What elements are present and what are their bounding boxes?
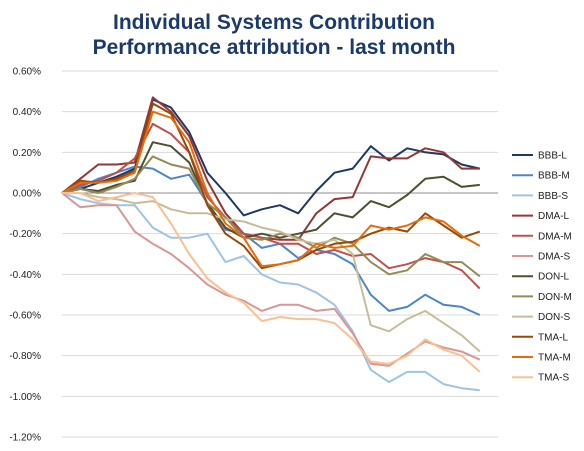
legend-label-tma-s: TMA-S <box>538 373 569 384</box>
y-tick-label: -0.80% <box>9 351 41 362</box>
y-tick-label: -0.20% <box>9 229 41 240</box>
y-tick-label: 0.40% <box>13 107 41 118</box>
series-line-tma-s <box>62 192 481 373</box>
series-line-dma-l <box>61 96 480 241</box>
series-group <box>61 96 481 392</box>
legend-label-dma-l: DMA-L <box>538 211 570 222</box>
series-line-bbb-l <box>61 98 481 217</box>
grid <box>62 70 498 438</box>
series-line-bbb-m <box>61 165 481 316</box>
legend-label-bbb-s: BBB-S <box>538 191 568 202</box>
chart-title: Individual Systems Contribution <box>113 11 435 34</box>
legend-label-tma-m: TMA-M <box>538 353 571 364</box>
series-line-don-m <box>61 155 481 278</box>
legend-label-dma-s: DMA-S <box>538 252 571 263</box>
y-tick-label: -0.40% <box>9 270 41 281</box>
chart-subtitle: Performance attribution - last month <box>93 36 456 59</box>
series-line-tma-m <box>61 110 481 268</box>
series-line-don-s <box>62 192 481 353</box>
legend-label-dma-m: DMA-M <box>538 231 572 242</box>
legend-label-tma-l: TMA-L <box>538 332 568 343</box>
y-tick-label: 0.20% <box>13 148 41 159</box>
y-tick-label: -1.20% <box>9 433 41 444</box>
legend-label-don-s: DON-S <box>538 312 571 323</box>
legend-label-bbb-m: BBB-M <box>538 171 570 182</box>
y-axis: 0.60% 0.40% 0.20% 0.00% -0.20% -0.40% -0.60% -0… <box>9 67 41 444</box>
legend-label-don-l: DON-L <box>538 272 570 283</box>
series-line-dma-m <box>61 122 481 290</box>
y-tick-label: -0.60% <box>9 311 41 322</box>
y-tick-label: -1.00% <box>9 392 41 403</box>
y-tick-label: 0.60% <box>13 67 41 78</box>
series-line-don-l <box>61 141 480 239</box>
series-line-bbb-s <box>61 192 480 392</box>
legend: BBB-L BBB-M BBB-S DMA-L DMA-M DMA-S DON-L DON-M… <box>512 151 572 384</box>
series-line-dma-s <box>61 192 481 367</box>
y-tick-label: 0.00% <box>13 189 41 200</box>
legend-label-bbb-l: BBB-L <box>538 151 567 162</box>
legend-label-don-m: DON-M <box>538 292 572 303</box>
